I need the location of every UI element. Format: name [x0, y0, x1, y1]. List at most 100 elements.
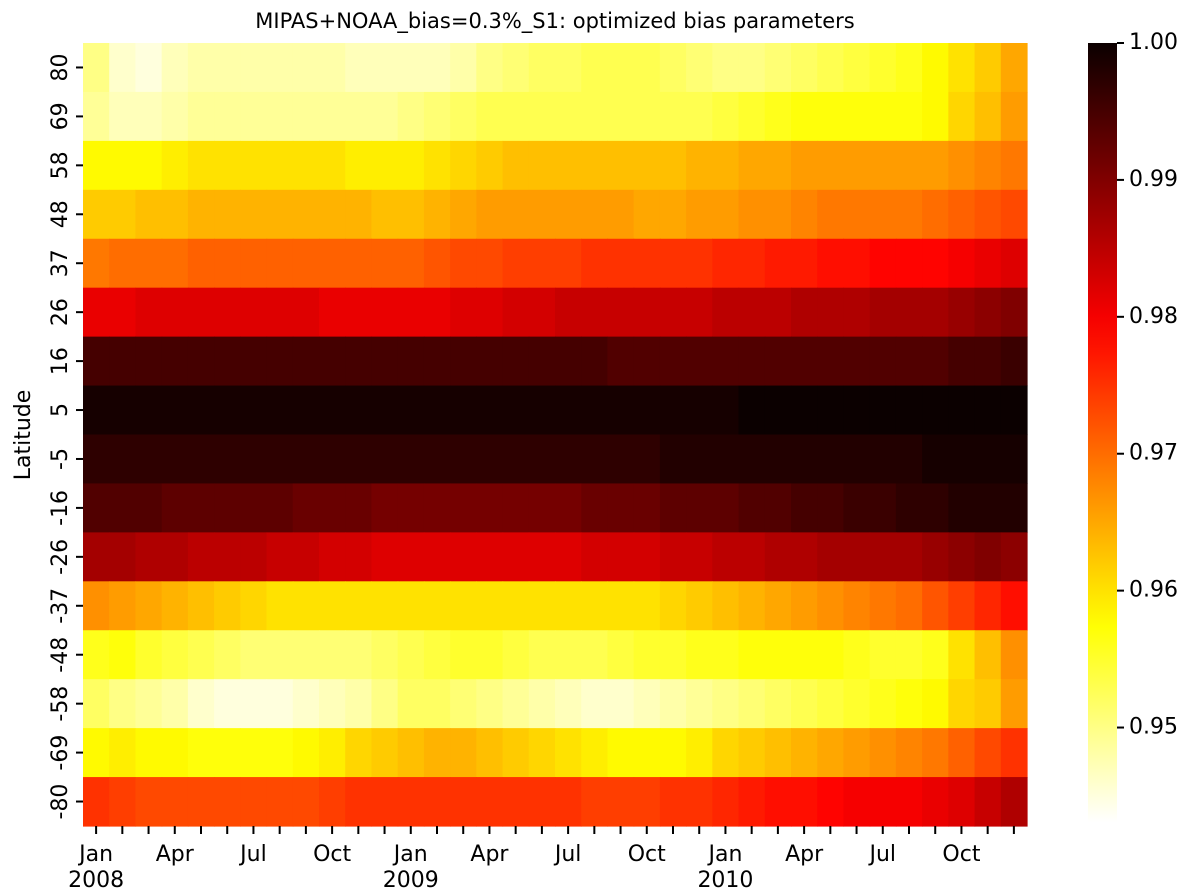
heatmap-cell [319, 238, 346, 289]
heatmap-cell [135, 728, 163, 778]
heatmap-cell [686, 140, 713, 191]
heatmap-cell [948, 532, 976, 582]
heatmap-cell [738, 777, 766, 827]
heatmap-cell [607, 385, 635, 436]
heatmap-cell [371, 336, 399, 387]
heatmap-cell [528, 43, 556, 93]
heatmap-cell [161, 189, 189, 240]
heatmap-cell [240, 238, 268, 289]
heatmap-cell [738, 630, 766, 680]
heatmap-cell [922, 483, 949, 533]
heatmap-cell [791, 336, 818, 387]
heatmap-cell [371, 91, 399, 142]
heatmap-cell [633, 238, 661, 289]
heatmap-cell [83, 532, 110, 582]
heatmap-cell [502, 385, 530, 436]
heatmap-cell [686, 434, 713, 485]
heatmap-cell [1000, 581, 1028, 631]
heatmap-cell [450, 336, 477, 387]
heatmap-cell [397, 140, 425, 191]
x-tick-label: Jul [869, 842, 897, 867]
heatmap-cell [581, 532, 609, 582]
heatmap-cell [817, 679, 845, 729]
heatmap-cell [817, 140, 845, 191]
chart-title: MIPAS+NOAA_bias=0.3%_S1: optimized bias … [255, 9, 854, 34]
heatmap-cell [607, 728, 635, 778]
heatmap-cell [1000, 189, 1028, 240]
heatmap-cell [502, 434, 530, 485]
heatmap-cell [686, 483, 713, 533]
heatmap-cell [266, 777, 294, 827]
heatmap-cell [738, 43, 766, 93]
heatmap-cell [817, 777, 845, 827]
heatmap-cell [843, 91, 871, 142]
heatmap-cell [659, 43, 687, 93]
heatmap-cell [292, 385, 320, 436]
heatmap-cell [528, 238, 556, 289]
heatmap-cell [187, 679, 215, 729]
heatmap-cell [581, 189, 609, 240]
heatmap-cell [345, 287, 373, 338]
heatmap-cell [555, 581, 582, 631]
heatmap-cell [1000, 43, 1028, 93]
heatmap-cell [528, 385, 556, 436]
heatmap-cell [476, 483, 504, 533]
heatmap-cell [764, 189, 792, 240]
heatmap-cell [292, 630, 320, 680]
heatmap-cell [1000, 434, 1028, 485]
heatmap-cell [948, 630, 976, 680]
heatmap-cell [502, 483, 530, 533]
heatmap-cell [397, 287, 425, 338]
heatmap-cell [187, 385, 215, 436]
heatmap-cell [895, 385, 923, 436]
heatmap-cell [502, 287, 530, 338]
heatmap-cell [869, 140, 897, 191]
heatmap-cell [266, 43, 294, 93]
heatmap-cell [817, 287, 845, 338]
heatmap-cell [109, 728, 137, 778]
heatmap-cell [659, 777, 687, 827]
x-tick-label: Apr [785, 842, 824, 867]
heatmap-cell [659, 532, 687, 582]
heatmap-cell [161, 336, 189, 387]
heatmap-cell [266, 336, 294, 387]
heatmap-cell [817, 434, 845, 485]
x-tick-label: Apr [470, 842, 509, 867]
heatmap-cell [712, 91, 740, 142]
y-tick-label: -16 [48, 490, 73, 526]
heatmap-cell [974, 385, 1002, 436]
heatmap-cell [135, 630, 163, 680]
heatmap-cell [974, 630, 1002, 680]
heatmap-cell [764, 238, 792, 289]
heatmap-cell [895, 238, 923, 289]
heatmap-cell [843, 287, 871, 338]
heatmap-cell [266, 434, 294, 485]
heatmap-cell [948, 336, 976, 387]
heatmap-cell [423, 189, 451, 240]
heatmap-cell [345, 777, 373, 827]
heatmap-cell [502, 238, 530, 289]
heatmap-cell [476, 189, 504, 240]
heatmap-cell [109, 91, 137, 142]
heatmap-cell [607, 581, 635, 631]
heatmap-cell [1000, 238, 1028, 289]
x-tick-label: Oct [627, 842, 666, 867]
heatmap-cell [397, 336, 425, 387]
heatmap-cell [843, 777, 871, 827]
heatmap-cell [292, 434, 320, 485]
heatmap-cell [450, 777, 477, 827]
x-tick-label: Jul [240, 842, 267, 867]
heatmap-cell [686, 777, 713, 827]
heatmap-cell [791, 434, 818, 485]
colorbar-tick-label: 0.99 [1129, 167, 1178, 192]
heatmap-cell [869, 581, 897, 631]
heatmap-cell [843, 189, 871, 240]
heatmap-cell [1000, 287, 1028, 338]
heatmap-cell [109, 434, 137, 485]
heatmap-cell [974, 728, 1002, 778]
heatmap-cell [371, 43, 399, 93]
heatmap-cell [659, 140, 687, 191]
heatmap-cell [161, 238, 189, 289]
heatmap-cell [948, 189, 976, 240]
heatmap-cell [895, 728, 923, 778]
